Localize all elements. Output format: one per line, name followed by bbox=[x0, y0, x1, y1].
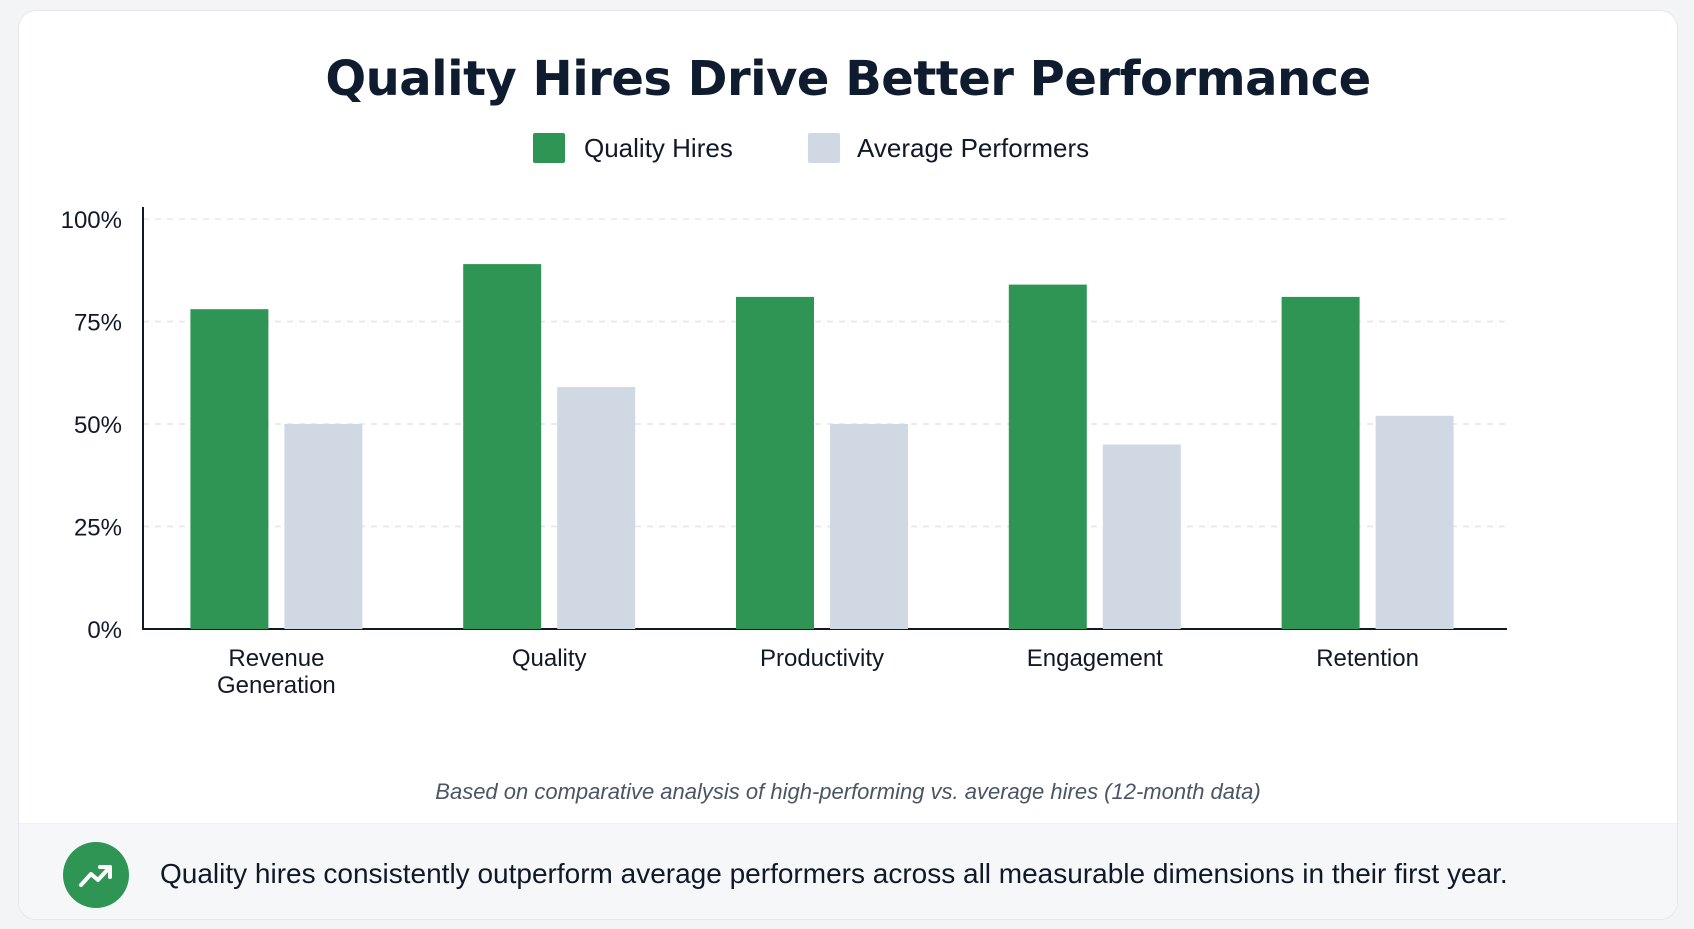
bar bbox=[190, 309, 269, 629]
bar bbox=[463, 264, 542, 629]
legend-label: Quality Hires bbox=[584, 133, 733, 163]
y-tick-label: 50% bbox=[74, 412, 122, 439]
trending-up-icon bbox=[63, 842, 129, 908]
y-tick-label: 100% bbox=[61, 207, 122, 234]
y-tick-label: 0% bbox=[87, 617, 122, 644]
bar bbox=[284, 424, 363, 629]
y-tick-label: 25% bbox=[74, 515, 122, 542]
bar bbox=[830, 424, 908, 629]
x-tick-label: Revenue bbox=[228, 645, 324, 672]
legend-swatch bbox=[808, 133, 840, 163]
x-tick-label: Engagement bbox=[1027, 645, 1163, 672]
x-tick-label: Quality bbox=[512, 645, 587, 672]
chart-title: Quality Hires Drive Better Performance bbox=[325, 51, 1371, 107]
bar bbox=[1281, 296, 1360, 629]
bar bbox=[1102, 444, 1181, 629]
bar bbox=[736, 296, 814, 629]
legend-label: Average Performers bbox=[857, 133, 1089, 163]
chart-footnote: Based on comparative analysis of high-pe… bbox=[435, 779, 1261, 804]
y-tick-label: 75% bbox=[74, 310, 122, 337]
x-tick-label: Retention bbox=[1316, 645, 1419, 672]
x-tick-label: Generation bbox=[217, 672, 336, 699]
chart-card: Quality Hires Drive Better Performance 0… bbox=[18, 10, 1678, 920]
insight-banner: Quality hires consistently outperform av… bbox=[19, 823, 1677, 919]
bar bbox=[557, 387, 636, 629]
bar bbox=[1375, 415, 1454, 629]
legend-swatch bbox=[533, 133, 565, 163]
insight-text: Quality hires consistently outperform av… bbox=[160, 858, 1508, 889]
x-tick-label: Productivity bbox=[760, 645, 884, 672]
bar bbox=[1008, 284, 1087, 629]
